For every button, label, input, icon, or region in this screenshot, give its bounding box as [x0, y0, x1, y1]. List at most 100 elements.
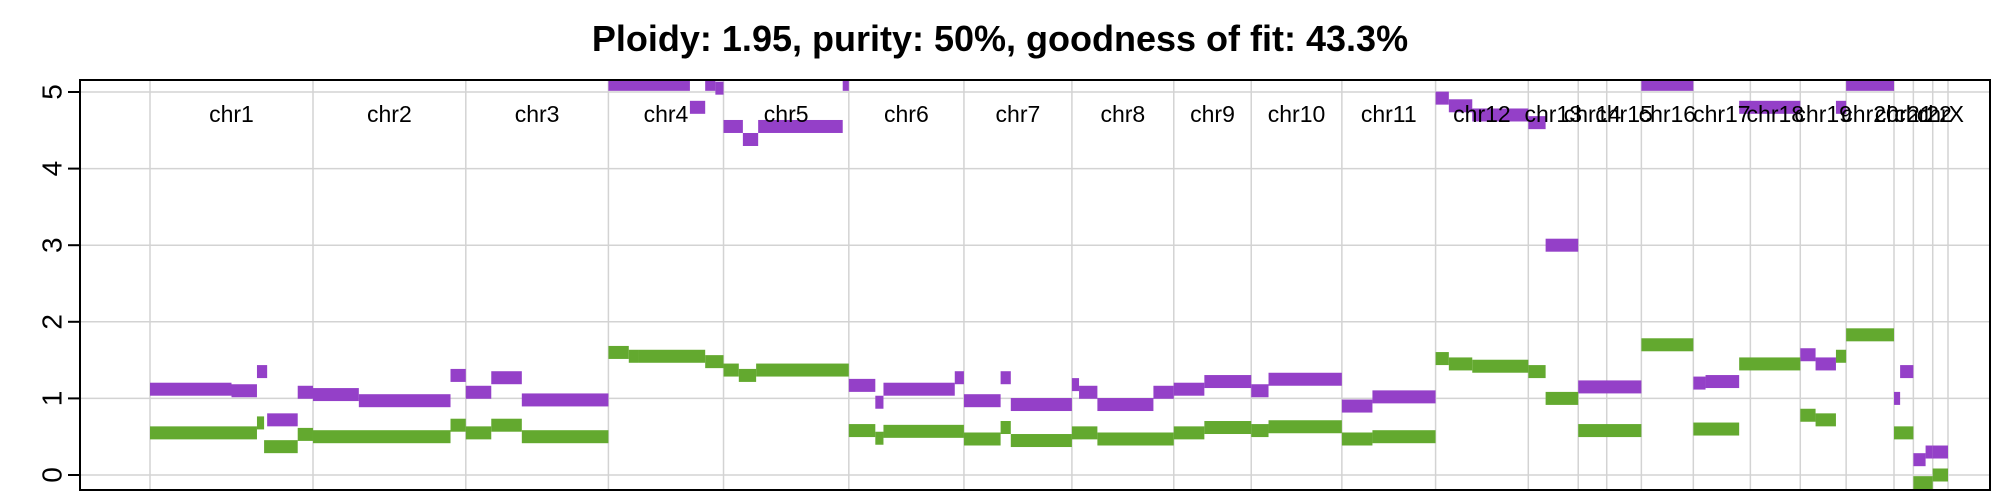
chrom-label-chr18: chr18: [1747, 101, 1805, 127]
segment-s0-29: [1153, 385, 1174, 399]
segment-s1-37: [1693, 422, 1740, 436]
segment-s1-33: [1528, 365, 1546, 379]
segment-s0-25: [1010, 398, 1072, 412]
chrom-label-chr10: chr10: [1268, 101, 1326, 127]
segment-s1-45: [1932, 468, 1948, 482]
segment-s1-0: [150, 426, 257, 440]
chrom-label-chr17: chr17: [1693, 101, 1751, 127]
segment-s0-10: [521, 393, 609, 407]
segment-s1-40: [1815, 413, 1836, 427]
segment-s1-5: [450, 418, 466, 432]
segment-s0-40: [1545, 238, 1579, 252]
segment-s0-35: [1372, 390, 1436, 404]
segment-s1-34: [1545, 391, 1579, 405]
segment-s0-26: [1071, 378, 1080, 392]
segment-s0-38: [1472, 108, 1529, 122]
segment-s0-1: [231, 384, 257, 398]
chrom-label-chr20: chr20: [1841, 101, 1899, 127]
segment-s1-18: [883, 424, 964, 438]
segment-s1-3: [297, 427, 313, 441]
segment-s1-23: [1097, 432, 1174, 446]
segment-s0-28: [1097, 398, 1154, 412]
chrom-label-chr12: chr12: [1453, 101, 1511, 127]
chrom-label-chr22: chr22: [1894, 101, 1952, 127]
segment-s0-34: [1341, 399, 1373, 413]
segment-s1-7: [491, 418, 522, 432]
segment-s0-51: [1900, 365, 1914, 379]
segment-s0-27: [1079, 385, 1098, 399]
chromosome-labels: chr1 chr2 chr3 chr4 chr5 chr6 chr7 chr8 chr9 chr1…: [209, 101, 1964, 127]
segment-s1-11: [638, 349, 706, 363]
segment-s0-20: [875, 395, 884, 409]
segment-s0-46: [1800, 348, 1816, 362]
segment-s0-21: [883, 382, 955, 396]
segment-s0-19: [848, 378, 876, 392]
segment-s0-31: [1204, 375, 1252, 389]
segment-s1-36: [1641, 338, 1694, 352]
segment-s0-6: [358, 394, 451, 408]
segment-s1-42: [1846, 328, 1895, 342]
segment-s1-21: [1010, 434, 1072, 448]
ytick-label-2: 2: [36, 314, 67, 330]
segment-s1-25: [1204, 421, 1252, 435]
plot-frame: [79, 79, 1991, 491]
segment-s0-39: [1528, 116, 1546, 130]
chrom-label-chr1: chr1: [209, 101, 254, 127]
chrom-label-chr5: chr5: [764, 101, 809, 127]
segment-s1-4: [312, 430, 451, 444]
chrom-label-chr13: chr13: [1524, 101, 1582, 127]
chrom-label-chr8: chr8: [1100, 101, 1145, 127]
segment-s0-54: [1932, 445, 1948, 459]
segment-s0-41: [1578, 380, 1642, 394]
segment-s1-12: [705, 355, 724, 369]
segment-s0-0: [150, 382, 232, 396]
segment-s0-42: [1641, 80, 1694, 91]
chart-title: Ploidy: 1.95, purity: 50%, goodness of f…: [591, 18, 1409, 59]
segment-s0-14: [715, 81, 724, 95]
ytick-label-5: 5: [36, 84, 67, 100]
ytick-label-0: 0: [36, 467, 67, 483]
y-axis: 0 1 2 3 4 5: [36, 84, 80, 483]
segment-s1-39: [1800, 408, 1816, 422]
chrom-label-chr7: chr7: [996, 101, 1041, 127]
segment-s1-13: [723, 363, 739, 377]
segment-s1-17: [875, 431, 884, 445]
segment-s1-19: [963, 432, 1001, 446]
segment-s0-5: [312, 388, 359, 402]
ytick-label-3: 3: [36, 237, 67, 253]
segment-s1-26: [1251, 424, 1269, 438]
segment-s1-29: [1372, 430, 1436, 444]
segment-s0-12: [689, 100, 706, 114]
segment-s0-47: [1815, 357, 1836, 371]
chrom-label-chr21: chr21: [1875, 101, 1933, 127]
segment-s1-27: [1268, 420, 1342, 434]
segment-s0-32: [1251, 384, 1269, 398]
segment-s0-15: [723, 119, 743, 133]
segment-s0-13: [705, 80, 716, 91]
chrom-label-chrX: chrX: [1917, 101, 1964, 127]
segment-s1-30: [1435, 352, 1449, 366]
segment-s0-7: [450, 368, 466, 382]
segment-s0-33: [1268, 372, 1342, 386]
segment-s0-2: [256, 365, 268, 379]
segment-s0-8: [465, 385, 492, 399]
segment-s0-44: [1705, 375, 1740, 389]
segment-s0-49: [1846, 80, 1895, 91]
segment-s0-24: [1000, 371, 1011, 385]
segment-s0-16: [742, 132, 759, 146]
chrom-label-chr4: chr4: [644, 101, 689, 127]
segment-s0-22: [954, 371, 964, 385]
segment-s1-6: [465, 426, 492, 440]
segment-s1-15: [756, 363, 849, 377]
segment-s1-20: [1000, 421, 1011, 435]
segment-s0-3: [267, 413, 298, 427]
ytick-label-1: 1: [36, 391, 67, 407]
segment-s1-31: [1448, 357, 1473, 371]
segment-s1-38: [1739, 357, 1801, 371]
segment-s1-43: [1894, 426, 1914, 440]
segment-s1-35: [1578, 424, 1642, 438]
segment-s0-36: [1435, 91, 1449, 105]
chrom-label-chr6: chr6: [884, 101, 929, 127]
segment-s0-53: [1925, 445, 1933, 459]
